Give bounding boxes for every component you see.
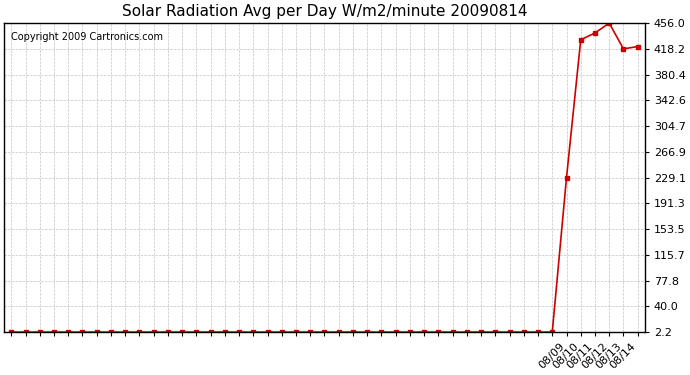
Title: Solar Radiation Avg per Day W/m2/minute 20090814: Solar Radiation Avg per Day W/m2/minute … <box>121 4 527 19</box>
Text: Copyright 2009 Cartronics.com: Copyright 2009 Cartronics.com <box>10 32 163 42</box>
